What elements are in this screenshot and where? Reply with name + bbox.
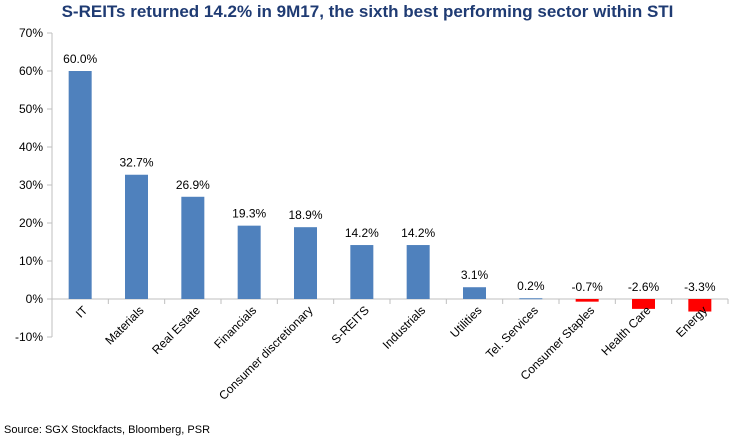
bar	[688, 299, 712, 312]
y-tick-label: 40%	[19, 140, 43, 154]
y-tick-label: 0%	[26, 292, 44, 306]
data-label: 14.2%	[401, 226, 435, 240]
x-tick-label: Health Care	[598, 303, 653, 358]
data-label: 32.7%	[119, 156, 153, 170]
data-label: 60.0%	[63, 52, 97, 66]
y-tick-label: 50%	[19, 102, 43, 116]
x-tick-label: Industrials	[380, 303, 429, 352]
y-tick-label: 10%	[19, 254, 43, 268]
bar	[181, 196, 205, 299]
bar	[519, 298, 543, 300]
data-label: -3.3%	[684, 280, 716, 294]
y-tick-label: 20%	[19, 216, 43, 230]
data-label: 3.1%	[461, 268, 489, 282]
y-tick-label: 70%	[19, 26, 43, 40]
bar	[294, 227, 317, 299]
y-tick-label: -10%	[15, 330, 43, 344]
data-label: 14.2%	[345, 226, 379, 240]
bar	[125, 174, 148, 299]
data-label: 0.2%	[517, 279, 545, 293]
x-tick-label: IT	[73, 303, 91, 321]
bar	[350, 245, 374, 299]
x-tick-label: Utilities	[447, 303, 484, 340]
source-note: Source: SGX Stockfacts, Bloomberg, PSR	[4, 424, 211, 436]
y-tick-label: 60%	[19, 64, 43, 78]
data-label: 18.9%	[288, 208, 322, 222]
bar	[632, 299, 655, 309]
x-tick-label: Materials	[102, 303, 146, 347]
x-tick-label: Financials	[211, 303, 259, 351]
bar	[68, 71, 92, 299]
bar	[575, 299, 599, 302]
bar	[463, 287, 486, 299]
data-label: -2.6%	[628, 280, 660, 294]
data-label: -0.7%	[571, 280, 603, 294]
x-tick-label: Real Estate	[149, 303, 203, 357]
x-tick-label: Consumer discretionary	[216, 303, 316, 403]
x-tick-label: Tel. Services	[483, 303, 541, 361]
data-label: 26.9%	[176, 178, 210, 192]
bar	[406, 245, 430, 299]
y-tick-label: 30%	[19, 178, 43, 192]
bar	[237, 225, 261, 299]
chart-title: S-REITs returned 14.2% in 9M17, the sixt…	[61, 2, 674, 21]
data-label: 19.3%	[232, 207, 266, 221]
x-tick-label: S-REITS	[329, 303, 372, 346]
